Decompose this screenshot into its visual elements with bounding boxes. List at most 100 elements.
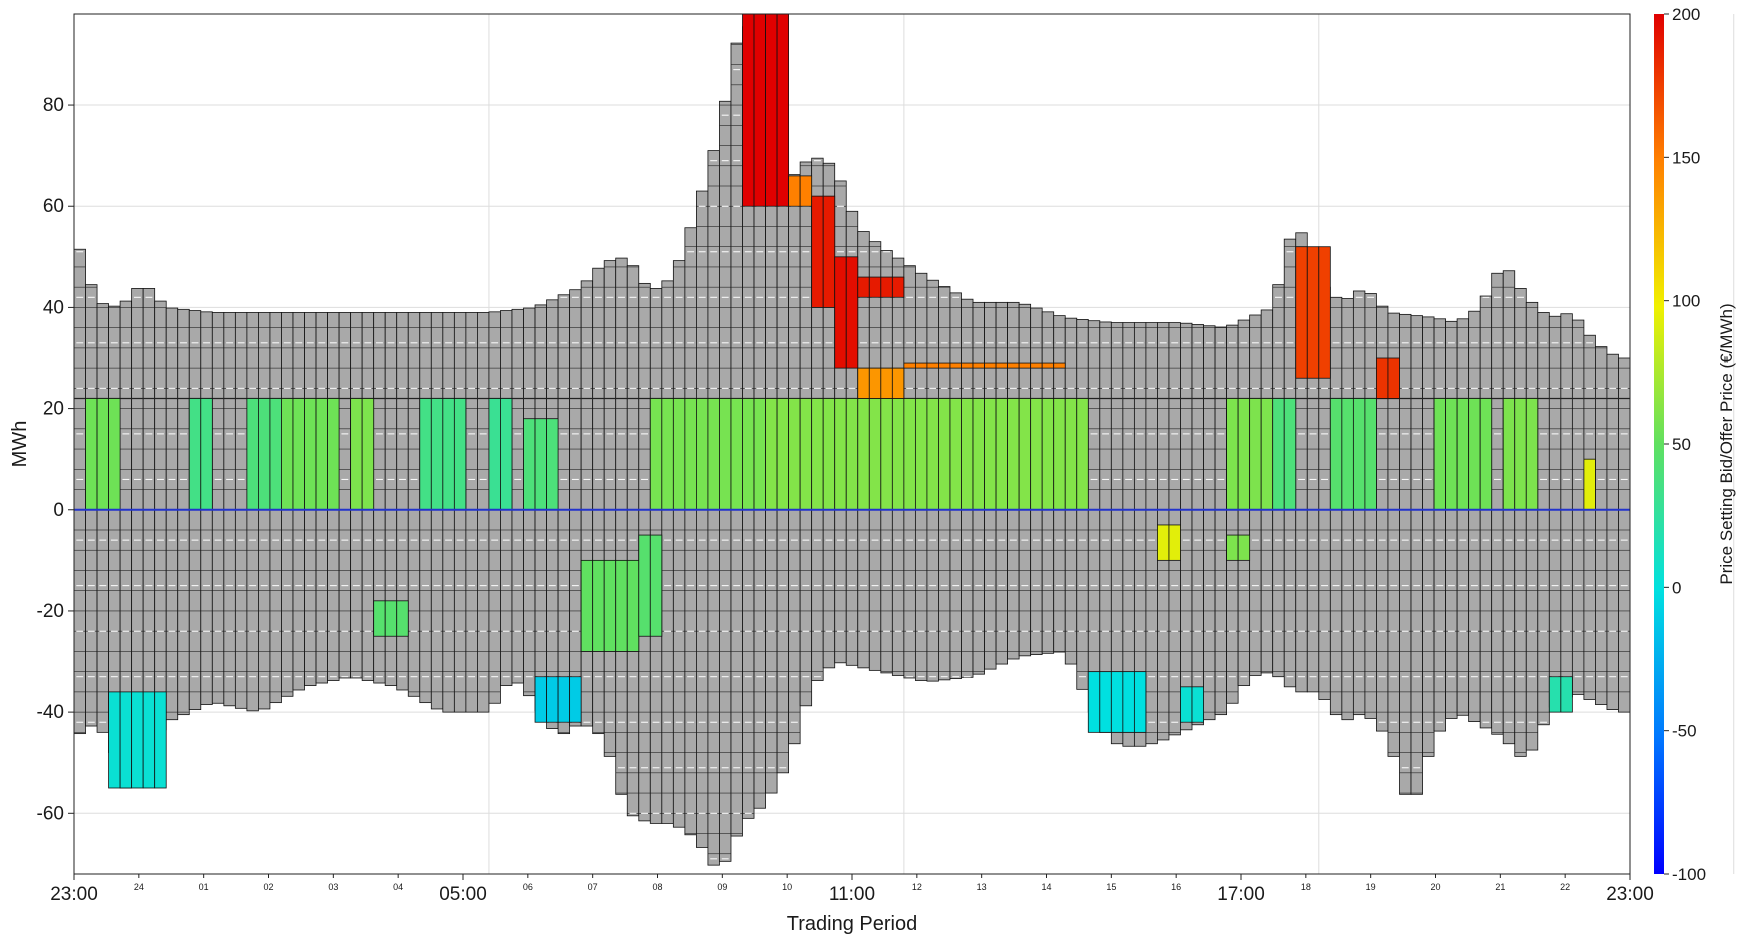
price-segment <box>845 398 859 511</box>
price-segment <box>914 398 928 511</box>
price-segment <box>822 398 836 511</box>
price-segment <box>730 398 743 511</box>
bar-positive <box>1087 320 1101 511</box>
bar-negative <box>1076 509 1089 690</box>
bar-positive <box>1606 353 1619 511</box>
x-axis-label: Trading Period <box>787 913 917 935</box>
bar-negative <box>1318 509 1331 700</box>
bar-negative <box>1364 509 1377 719</box>
bar-positive <box>1180 322 1193 511</box>
y-tick-label: 0 <box>53 500 64 521</box>
bar-positive <box>1214 326 1227 511</box>
price-segment <box>281 398 294 511</box>
price-segment-layer <box>85 14 1596 789</box>
bar-negative <box>707 509 720 866</box>
price-segment <box>1041 362 1055 369</box>
price-segment <box>1087 671 1101 733</box>
bar-positive <box>223 312 236 511</box>
price-segment <box>1122 671 1135 733</box>
bar-negative <box>523 509 536 697</box>
bar-positive <box>119 300 133 511</box>
price-segment <box>1352 398 1366 511</box>
price-segment <box>880 398 893 511</box>
price-segment <box>811 398 824 511</box>
price-segment <box>1329 398 1343 511</box>
price-segment <box>719 398 732 511</box>
bar-negative <box>419 509 432 704</box>
bar-negative <box>684 509 697 836</box>
price-segment <box>1053 362 1066 369</box>
price-segment <box>891 367 905 399</box>
bar-positive <box>1203 325 1216 511</box>
price-segment <box>419 398 432 511</box>
x-minor-tick-label: 06 <box>523 882 533 892</box>
price-segment <box>984 362 997 369</box>
price-segment <box>972 362 985 369</box>
price-segment <box>949 362 962 369</box>
bar-negative <box>304 509 317 686</box>
price-segment <box>672 398 686 511</box>
colorbar <box>1654 14 1664 874</box>
bar-negative <box>200 509 213 705</box>
price-segment <box>96 398 109 511</box>
price-segment <box>903 362 916 369</box>
bar-positive <box>154 300 167 511</box>
bar-negative <box>995 509 1009 665</box>
bar-negative <box>1445 509 1458 719</box>
colorbar-tick-label: 50 <box>1672 435 1691 454</box>
price-segment <box>1226 398 1239 511</box>
price-segment <box>995 398 1009 511</box>
colorbar-tick-label: 0 <box>1672 578 1681 597</box>
bar-negative <box>1491 509 1504 735</box>
price-segment <box>914 362 928 369</box>
price-segment <box>868 276 882 298</box>
price-segment <box>776 14 790 207</box>
price-segment <box>85 398 98 511</box>
price-segment <box>1237 534 1251 561</box>
x-minor-tick-label: 02 <box>263 882 273 892</box>
price-segment <box>638 534 651 637</box>
price-segment <box>327 398 340 511</box>
x-major-tick-label: 17:00 <box>1217 884 1265 905</box>
x-minor-tick-label: 09 <box>717 882 727 892</box>
bar-negative <box>1583 509 1596 700</box>
bar-negative <box>891 509 905 676</box>
price-segment <box>1076 398 1089 511</box>
price-segment <box>753 14 766 207</box>
price-segment <box>868 367 882 399</box>
price-segment <box>776 398 790 511</box>
x-minor-tick-label: 24 <box>134 882 144 892</box>
bar-positive <box>131 288 144 511</box>
bar-negative <box>488 509 501 704</box>
price-segment <box>661 398 674 511</box>
y-tick-label: 20 <box>43 399 64 420</box>
price-segment <box>1030 398 1043 511</box>
price-segment <box>188 398 202 511</box>
price-segment <box>200 398 213 511</box>
y-tick-label: -60 <box>37 803 64 824</box>
bar-positive <box>1571 319 1585 511</box>
price-segment <box>868 398 882 511</box>
bar-negative <box>1041 509 1055 654</box>
bar-positive <box>384 312 398 511</box>
price-segment <box>396 600 409 637</box>
price-segment <box>938 362 951 369</box>
price-segment <box>857 367 870 399</box>
price-segment <box>1249 398 1262 511</box>
price-segment <box>1479 398 1493 511</box>
bar-positive <box>603 260 617 511</box>
price-segment <box>1468 398 1481 511</box>
bar-negative <box>1468 509 1481 723</box>
price-segment <box>523 418 536 511</box>
price-segment <box>534 418 547 511</box>
price-segment <box>742 14 755 207</box>
price-segment <box>292 398 305 511</box>
price-segment <box>1133 671 1147 733</box>
y-tick-label: -40 <box>37 702 64 723</box>
bar-negative <box>1145 509 1158 745</box>
price-segment <box>834 256 847 369</box>
bar-negative <box>719 509 732 862</box>
bar-positive <box>569 289 582 511</box>
price-segment <box>1560 676 1573 713</box>
price-segment <box>949 398 962 511</box>
